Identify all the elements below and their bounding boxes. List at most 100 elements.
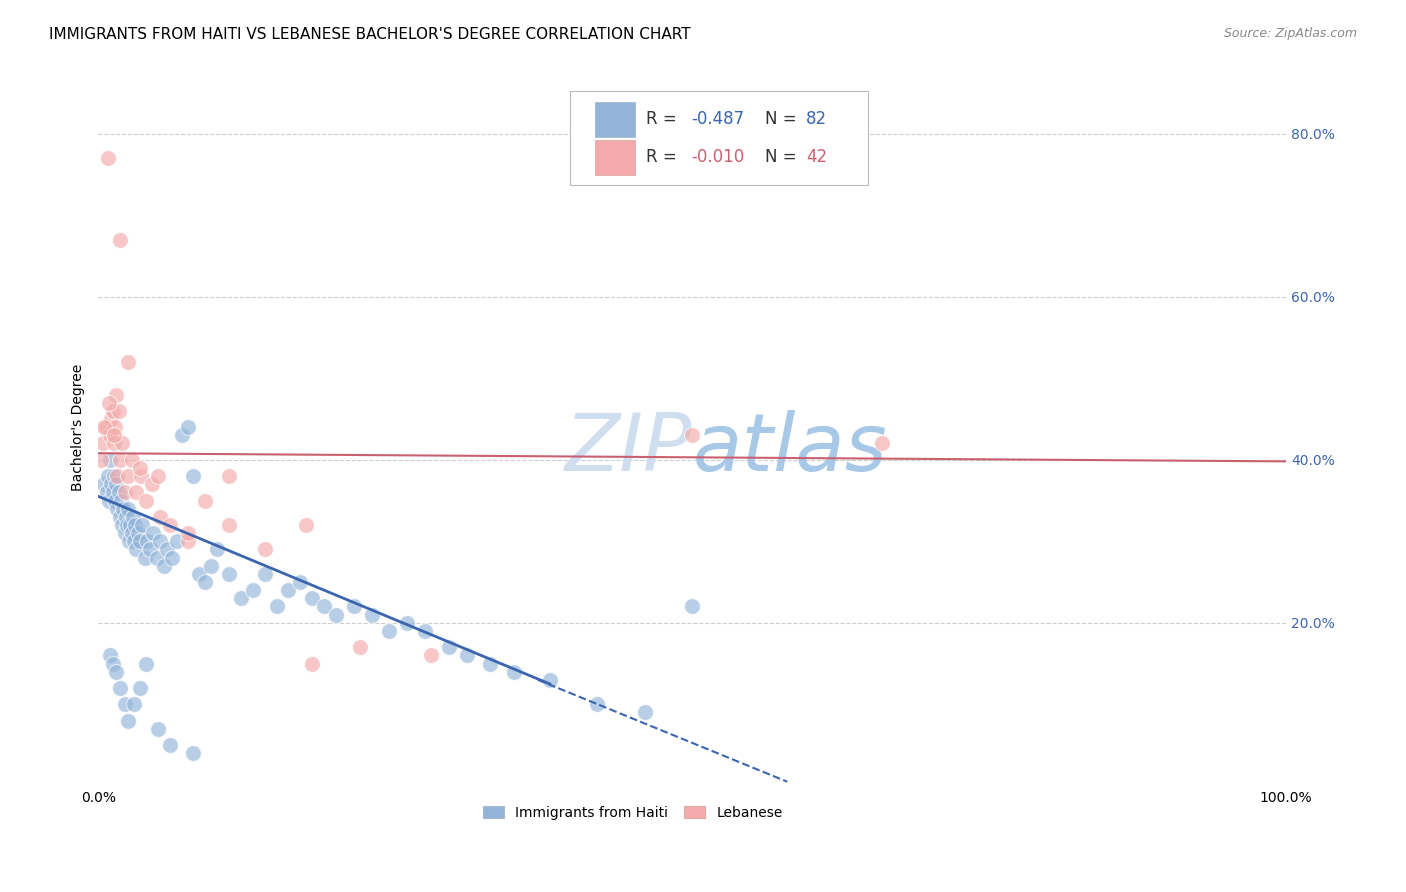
Point	[98, 395, 121, 409]
Point	[117, 501, 139, 516]
Point	[98, 493, 121, 508]
Point	[156, 542, 179, 557]
Point	[129, 461, 152, 475]
Text: 82: 82	[806, 111, 827, 128]
Point	[117, 714, 139, 728]
FancyBboxPatch shape	[595, 140, 636, 175]
Point	[146, 469, 169, 483]
Point	[456, 648, 478, 663]
Point	[105, 387, 128, 401]
Point	[176, 534, 198, 549]
Point	[94, 420, 117, 434]
Point	[870, 436, 893, 450]
Point	[141, 477, 163, 491]
Point	[117, 355, 139, 369]
Point	[290, 574, 312, 589]
Point	[159, 518, 181, 533]
Point	[121, 452, 143, 467]
Point	[93, 477, 115, 491]
Point	[149, 534, 172, 549]
Text: -0.010: -0.010	[690, 148, 744, 167]
Point	[118, 534, 141, 549]
Point	[117, 469, 139, 483]
Point	[253, 542, 276, 557]
Point	[105, 665, 128, 679]
Point	[103, 436, 125, 450]
Point	[194, 493, 217, 508]
Point	[242, 583, 264, 598]
Point	[266, 599, 288, 614]
Point	[176, 420, 198, 434]
Point	[136, 534, 159, 549]
Point	[349, 640, 371, 655]
Point	[104, 493, 127, 508]
Point	[98, 648, 121, 663]
Point	[93, 420, 115, 434]
Point	[107, 485, 129, 500]
Point	[413, 624, 436, 638]
Point	[479, 657, 502, 671]
Legend: Immigrants from Haiti, Lebanese: Immigrants from Haiti, Lebanese	[477, 800, 789, 825]
Point	[112, 501, 135, 516]
FancyBboxPatch shape	[595, 103, 636, 136]
Point	[110, 493, 132, 508]
Point	[122, 534, 145, 549]
Point	[681, 599, 703, 614]
Point	[105, 477, 128, 491]
Point	[114, 485, 136, 500]
Point	[170, 428, 193, 442]
Point	[108, 233, 131, 247]
Point	[122, 698, 145, 712]
Point	[166, 534, 188, 549]
Point	[97, 469, 120, 483]
Text: R =: R =	[645, 111, 682, 128]
Point	[152, 558, 174, 573]
Point	[131, 518, 153, 533]
Text: -0.487: -0.487	[690, 111, 744, 128]
Point	[111, 518, 134, 533]
Point	[101, 404, 124, 418]
Point	[159, 738, 181, 752]
Point	[108, 681, 131, 695]
Point	[101, 657, 124, 671]
Point	[295, 518, 318, 533]
Point	[90, 452, 112, 467]
Point	[160, 550, 183, 565]
Point	[101, 485, 124, 500]
Point	[97, 151, 120, 165]
Point	[121, 526, 143, 541]
Point	[142, 526, 165, 541]
Point	[681, 428, 703, 442]
Point	[124, 518, 146, 533]
Text: R =: R =	[645, 148, 682, 167]
Point	[129, 534, 152, 549]
Point	[108, 452, 131, 467]
Point	[91, 436, 114, 450]
Point	[120, 518, 142, 533]
Point	[312, 599, 335, 614]
Text: 42: 42	[806, 148, 827, 167]
Point	[122, 509, 145, 524]
Text: ZIP: ZIP	[565, 409, 692, 488]
Point	[218, 518, 240, 533]
Point	[100, 412, 122, 426]
Point	[114, 526, 136, 541]
Point	[135, 657, 157, 671]
Point	[134, 550, 156, 565]
Point	[111, 436, 134, 450]
Point	[103, 469, 125, 483]
Point	[129, 469, 152, 483]
Point	[138, 542, 160, 557]
Point	[114, 698, 136, 712]
Point	[107, 404, 129, 418]
Point	[125, 485, 148, 500]
Point	[229, 591, 252, 606]
Point	[301, 591, 323, 606]
Point	[325, 607, 347, 622]
Point	[188, 566, 211, 581]
Point	[277, 583, 299, 598]
Point	[149, 509, 172, 524]
Text: atlas: atlas	[692, 409, 887, 488]
Point	[107, 469, 129, 483]
Point	[586, 698, 609, 712]
